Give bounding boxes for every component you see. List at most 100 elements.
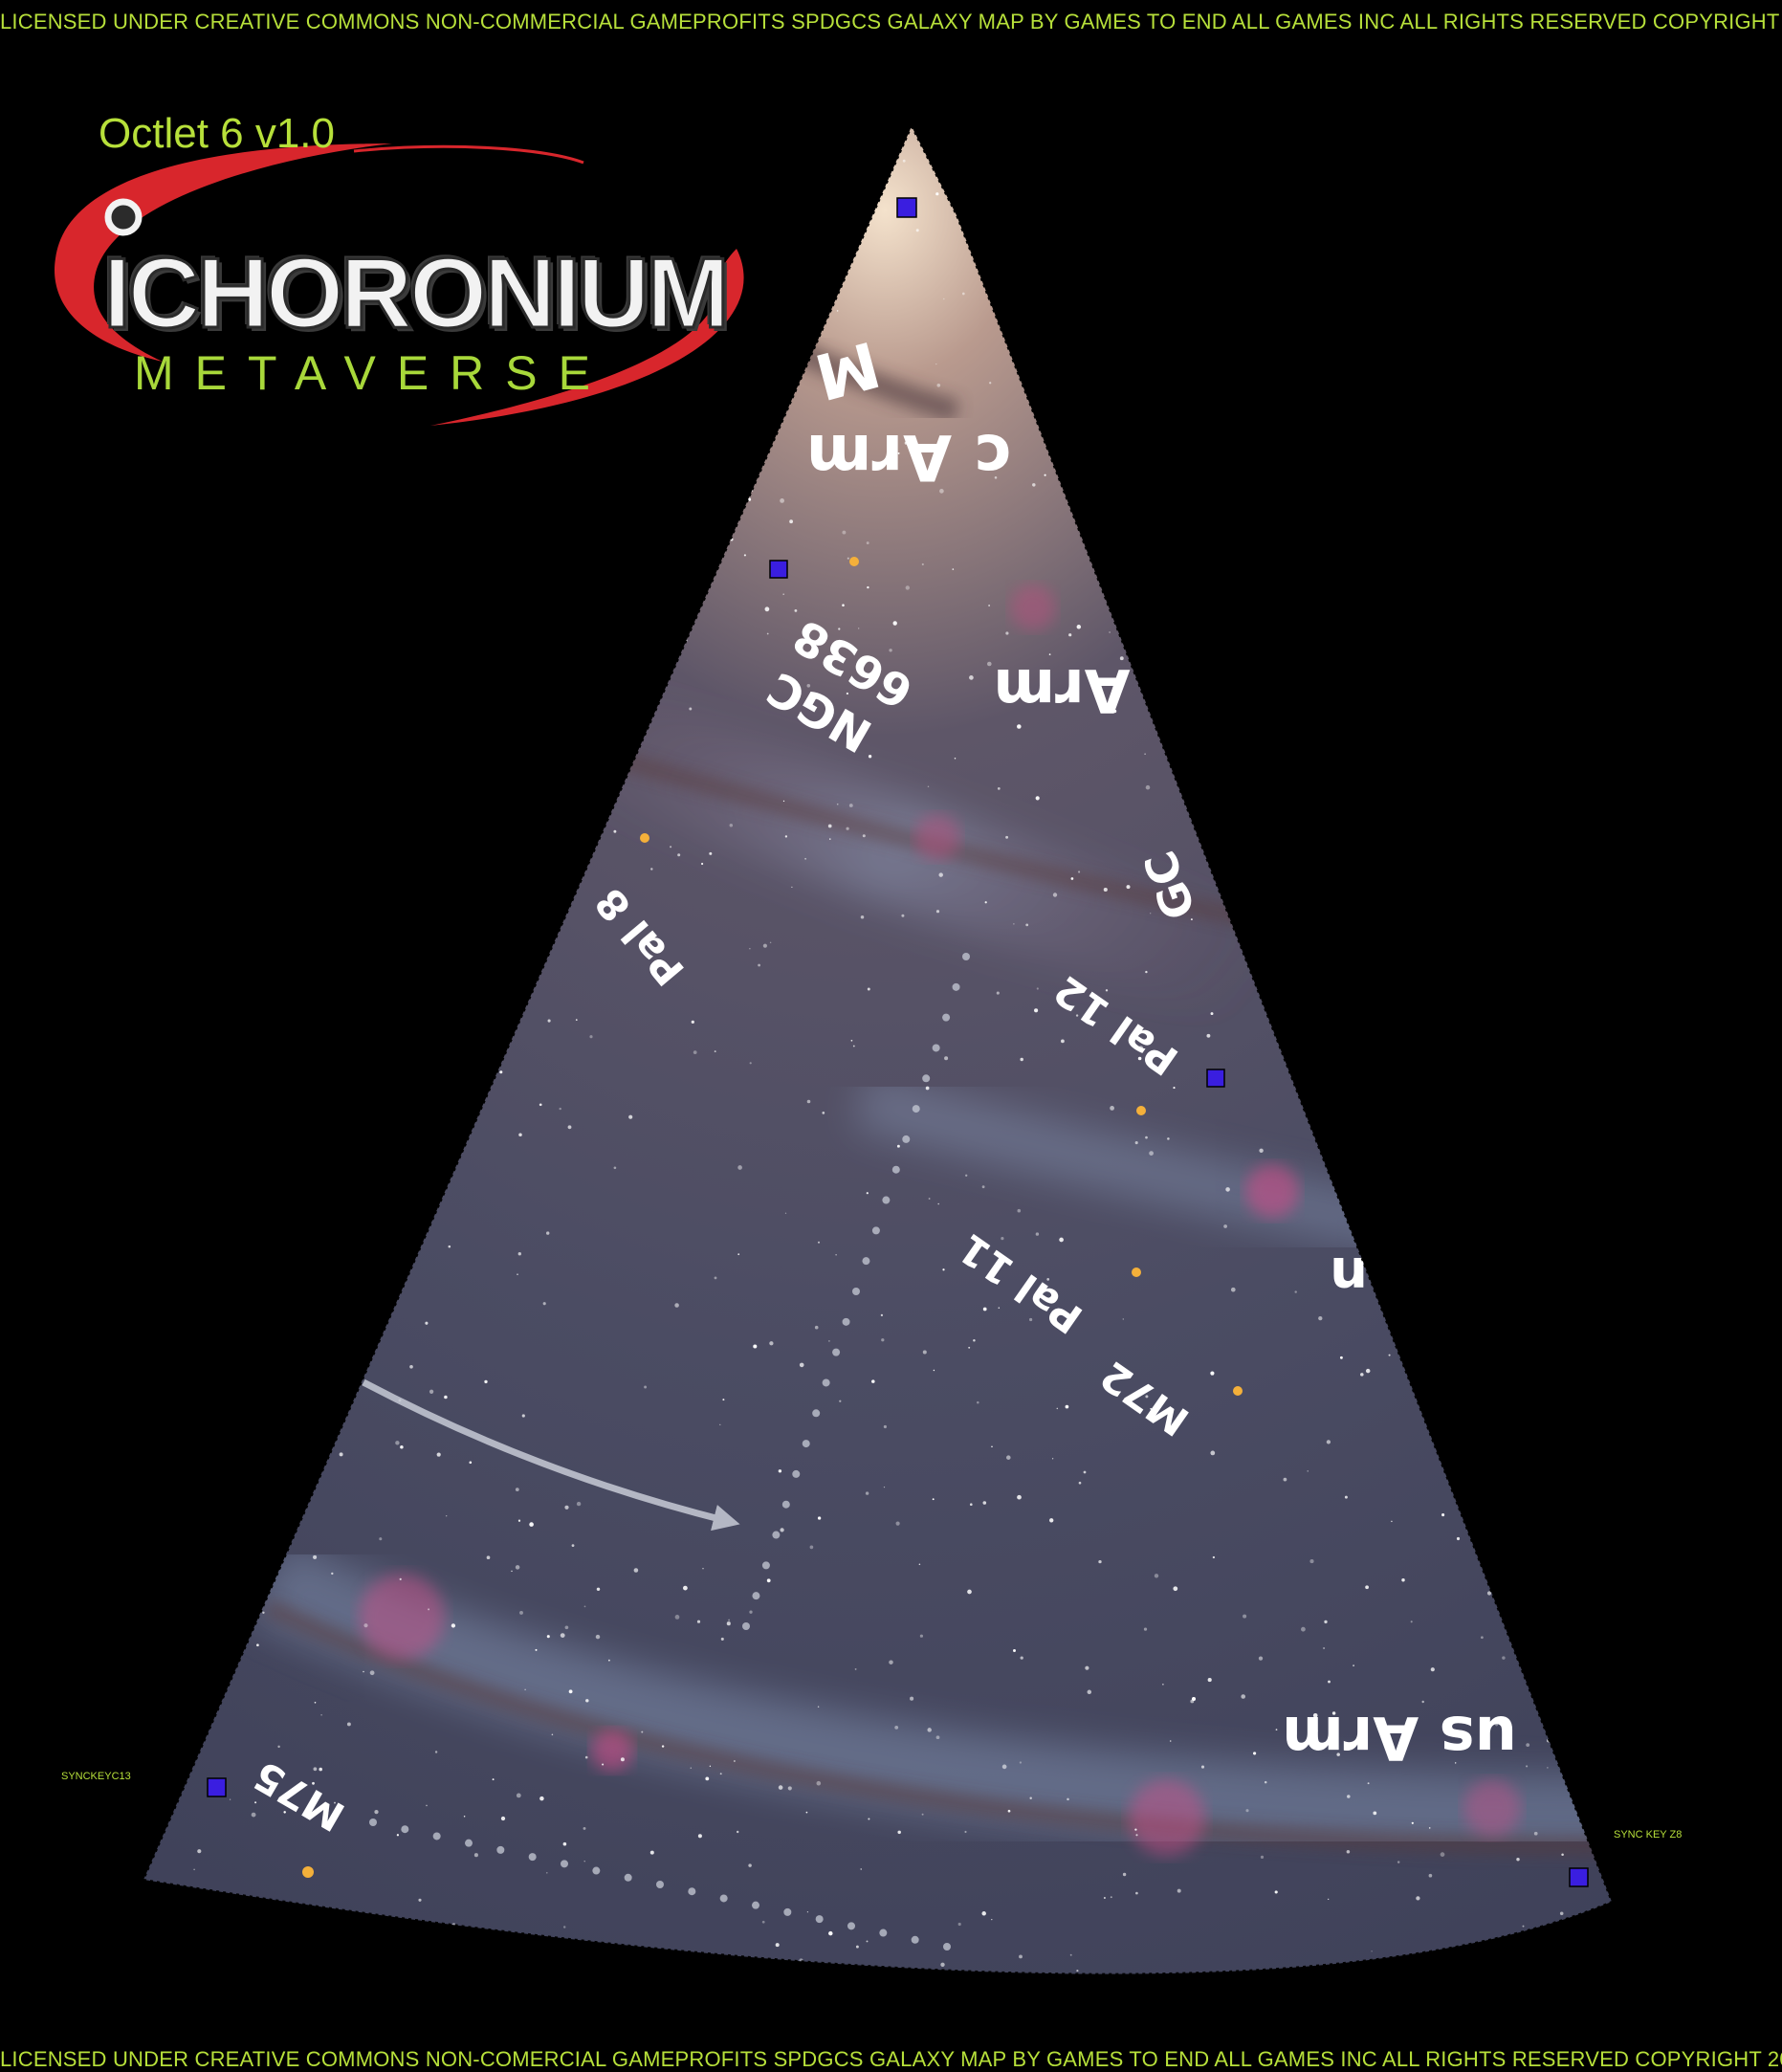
- star: [969, 675, 974, 680]
- star: [1061, 1039, 1065, 1044]
- star: [799, 1362, 804, 1368]
- star: [1559, 581, 1563, 584]
- star: [1460, 1385, 1463, 1389]
- star: [1145, 1395, 1149, 1399]
- star: [444, 1395, 448, 1400]
- star: [1130, 233, 1132, 236]
- star: [736, 1830, 739, 1834]
- trajectory-dot: [842, 1317, 850, 1326]
- star: [1059, 426, 1062, 429]
- star: [562, 1926, 566, 1929]
- star: [468, 839, 471, 842]
- star: [737, 1253, 740, 1256]
- star: [307, 1293, 311, 1298]
- star: [1538, 1514, 1543, 1519]
- star: [302, 1095, 308, 1100]
- star: [997, 787, 1001, 790]
- star: [1162, 1684, 1164, 1686]
- star: [1245, 1809, 1249, 1813]
- star: [889, 649, 892, 652]
- star: [1020, 1057, 1023, 1062]
- sync-marker-pal12[interactable]: [1206, 1069, 1225, 1088]
- star: [1369, 1963, 1374, 1967]
- star: [331, 1404, 334, 1407]
- star: [1585, 618, 1589, 622]
- trajectory-dot: [742, 1622, 750, 1630]
- star: [927, 1728, 932, 1732]
- brand-name: ICHORONIUM: [102, 238, 732, 349]
- star: [502, 915, 508, 920]
- star: [1087, 1689, 1092, 1695]
- star: [1507, 1616, 1511, 1619]
- star: [1397, 1861, 1400, 1863]
- star: [1336, 1049, 1340, 1053]
- star: [1530, 1612, 1532, 1614]
- star: [879, 2008, 883, 2012]
- trajectory-dot: [911, 1935, 919, 1944]
- star: [1119, 656, 1124, 661]
- star: [1524, 761, 1526, 764]
- star: [1298, 212, 1303, 216]
- star: [543, 618, 548, 624]
- star: [242, 999, 248, 1004]
- star: [499, 676, 504, 682]
- star: [1558, 774, 1564, 780]
- star: [1109, 631, 1111, 633]
- star: [1257, 790, 1261, 794]
- star: [1230, 182, 1234, 186]
- star: [726, 1621, 731, 1626]
- star: [539, 1103, 542, 1107]
- star: [1572, 1334, 1576, 1339]
- star: [345, 1402, 348, 1404]
- star: [1199, 289, 1203, 293]
- trajectory-dot: [932, 1044, 940, 1052]
- trajectory-dot: [772, 1531, 781, 1539]
- trajectory-dot: [902, 1135, 911, 1143]
- star: [709, 851, 713, 855]
- star: [1538, 688, 1544, 694]
- star: [352, 1361, 355, 1364]
- star: [1240, 320, 1243, 324]
- star: [1230, 1287, 1236, 1292]
- trajectory-dot: [922, 1074, 931, 1083]
- star: [1148, 246, 1153, 250]
- star: [1365, 1100, 1368, 1102]
- sync-marker-z8[interactable]: [1569, 1867, 1589, 1887]
- trajectory-dot: [752, 1592, 760, 1600]
- star: [1292, 935, 1294, 937]
- star: [1019, 1761, 1023, 1764]
- star: [1292, 699, 1297, 704]
- star: [817, 1241, 821, 1244]
- sync-marker-c13[interactable]: [207, 1777, 227, 1797]
- star: [251, 1608, 254, 1612]
- brand-subtitle: METAVERSE: [134, 346, 611, 400]
- star: [1414, 773, 1418, 777]
- trajectory-dot: [912, 1105, 920, 1113]
- star: [576, 1501, 582, 1507]
- star: [576, 631, 579, 633]
- star: [1528, 1438, 1532, 1442]
- sync-marker-top[interactable]: [896, 197, 917, 218]
- star: [363, 1623, 368, 1628]
- star: [787, 1786, 792, 1791]
- star: [1219, 783, 1221, 785]
- star: [1210, 1450, 1216, 1456]
- star: [1131, 333, 1134, 336]
- star: [1133, 289, 1136, 293]
- star: [835, 1254, 837, 1256]
- sync-marker-ngc6638[interactable]: [769, 560, 788, 579]
- star: [1378, 953, 1381, 956]
- star: [803, 2020, 807, 2024]
- star: [1143, 1627, 1148, 1631]
- star: [1135, 1891, 1138, 1895]
- star: [277, 1535, 282, 1540]
- star: [1365, 1585, 1369, 1590]
- star: [560, 1633, 565, 1638]
- star: [1365, 1368, 1371, 1374]
- star: [737, 1165, 742, 1170]
- star: [278, 972, 281, 975]
- star: [854, 1667, 857, 1670]
- star: [209, 1574, 212, 1576]
- star: [331, 1572, 334, 1576]
